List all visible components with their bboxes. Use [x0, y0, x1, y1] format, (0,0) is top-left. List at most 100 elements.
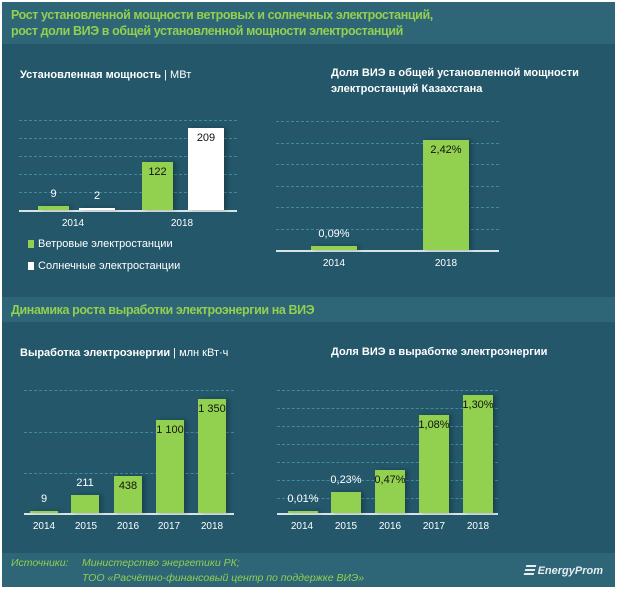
x-axis-baseline	[19, 210, 237, 212]
gridline	[19, 120, 237, 121]
energyprom-logo-icon	[523, 565, 536, 575]
data-label-2014: 0,09%	[318, 227, 350, 240]
x-tick-2018: 2018	[200, 521, 224, 532]
chart3-title: Выработка электроэнергии | млн кВт·ч	[20, 345, 228, 361]
chart3-plot: 9 2014 211 2015 438 2016 1 100 2017 1 350 2018	[24, 386, 234, 532]
chart2-title-line1: Доля ВИЭ в общей установленной мощности	[331, 67, 579, 79]
data-label-2014: 2	[93, 190, 101, 202]
wind-bar-2018	[198, 398, 226, 513]
section1-title-line2: рост доли ВИЭ в общей установленной мощн…	[11, 24, 403, 38]
data-label-2018: 1 350	[198, 402, 226, 415]
gridline	[24, 390, 234, 391]
gridline	[277, 408, 498, 409]
gridline	[277, 426, 498, 427]
x-tick-2016: 2016	[378, 521, 402, 532]
gridline	[19, 192, 237, 193]
chart4-title-text: Доля ВИЭ в выработке электроэнергии	[331, 346, 548, 358]
energyprom-logo-text: EnergyProm	[537, 565, 603, 577]
section1-title-line1: Рост установленной мощности ветровых и с…	[11, 8, 433, 22]
gridline	[19, 138, 237, 139]
legend-wind-label: Ветровые электростанции	[38, 238, 173, 250]
chart2-title: Доля ВИЭ в общей установленной мощности э…	[331, 65, 579, 97]
x-tick-2015: 2015	[74, 521, 98, 532]
data-label-2014: 0,01%	[287, 493, 319, 505]
chart2-title-line2: электростанций Казахстана	[331, 83, 483, 95]
gridline	[276, 207, 499, 209]
wind-bar-2015	[71, 495, 99, 513]
data-label-2016: 0,47%	[374, 474, 406, 487]
solar-bar-2018	[188, 128, 224, 210]
chart1-unit: | МВт	[164, 69, 192, 81]
legend-solar-label: Солнечные электростанции	[38, 260, 181, 272]
chart3-title-text: Выработка электроэнергии	[20, 347, 171, 359]
x-tick-2017: 2017	[422, 521, 446, 532]
data-label-2015: 0,23%	[330, 474, 362, 487]
wind-bar-2014	[38, 206, 69, 210]
x-tick-2014: 2014	[61, 218, 85, 229]
energyprom-logo: EnergyProm	[523, 565, 603, 577]
data-label-2018: 1,30%	[462, 399, 494, 412]
chart4-title: Доля ВИЭ в выработке электроэнергии	[331, 344, 547, 360]
gridline	[19, 156, 237, 157]
gridline	[24, 473, 234, 474]
data-label-2014: 9	[40, 493, 48, 505]
x-tick-2018: 2018	[170, 218, 194, 229]
gridline	[276, 185, 499, 187]
source-2: ТОО «Расчётно-финансовый центр по поддер…	[82, 572, 365, 584]
wind-bar-2016	[375, 470, 405, 513]
section1-header: Рост установленной мощности ветровых и с…	[2, 2, 615, 44]
chart4-plot: 0,01% 2014 0,23% 2015 0,47% 2016 1,08% 2017 1,30…	[277, 386, 498, 532]
x-tick-2014: 2014	[32, 521, 56, 532]
gridline	[277, 390, 498, 391]
chart1-title: Установленная мощность | МВт	[20, 67, 191, 83]
gridline	[277, 444, 498, 445]
x-tick-2018: 2018	[466, 521, 490, 532]
section2-header: Динамика роста выработки электроэнергии …	[2, 297, 615, 322]
footer: Источники: Министерство энергетики РК; Т…	[2, 553, 615, 587]
chart1-title-text: Установленная мощность	[20, 69, 162, 81]
x-axis-baseline	[276, 250, 499, 252]
x-tick-2016: 2016	[116, 521, 140, 532]
data-label-2018: 209	[196, 132, 216, 145]
section2-title: Динамика роста выработки электроэнергии …	[11, 303, 315, 317]
wind-bar-2017	[156, 419, 184, 513]
solar-bar-2014	[79, 208, 115, 210]
x-tick-2015: 2015	[334, 521, 358, 532]
wind-bar-2018	[463, 395, 493, 513]
wind-bar-2014	[30, 511, 58, 513]
x-axis-baseline	[277, 513, 498, 515]
wind-bar-2015	[331, 492, 361, 513]
chart2-plot: 0,09% 2014 2,42% 2018	[276, 114, 499, 269]
gridline	[24, 431, 234, 433]
gridline	[19, 174, 237, 175]
gridline	[276, 142, 499, 144]
gridline	[277, 462, 498, 463]
data-label-2016: 438	[118, 479, 138, 492]
chart3-unit: | млн кВт·ч	[173, 347, 229, 359]
wind-bar-2016	[114, 475, 142, 513]
wind-bar-2018	[423, 140, 469, 250]
x-axis-baseline	[24, 513, 234, 515]
legend-solar: Солнечные электростанции	[28, 260, 180, 272]
data-label-2014: 9	[50, 188, 57, 201]
x-tick-2014: 2014	[322, 258, 346, 269]
wind-bar-2014	[311, 245, 357, 250]
wind-bar-2017	[419, 415, 449, 513]
x-tick-2017: 2017	[157, 521, 181, 532]
data-label-2018: 2,42%	[430, 144, 462, 157]
gridline	[276, 164, 499, 166]
data-label-2017: 1 100	[156, 423, 184, 436]
x-tick-2014: 2014	[290, 521, 314, 532]
wind-bar-2014	[288, 511, 318, 513]
source-1: Министерство энергетики РК;	[82, 557, 240, 569]
legend-wind: Ветровые электростанции	[28, 238, 173, 250]
legend-solar-swatch	[28, 262, 34, 270]
data-label-2017: 1,08%	[418, 419, 450, 432]
wind-bar-2018	[142, 162, 173, 210]
sources-label: Источники:	[11, 557, 69, 569]
data-label-2018: 122	[148, 166, 167, 179]
chart1-plot: 9 2 2014 122 209 2018	[19, 112, 237, 229]
gridline	[276, 121, 499, 122]
data-label-2015: 211	[76, 477, 94, 490]
